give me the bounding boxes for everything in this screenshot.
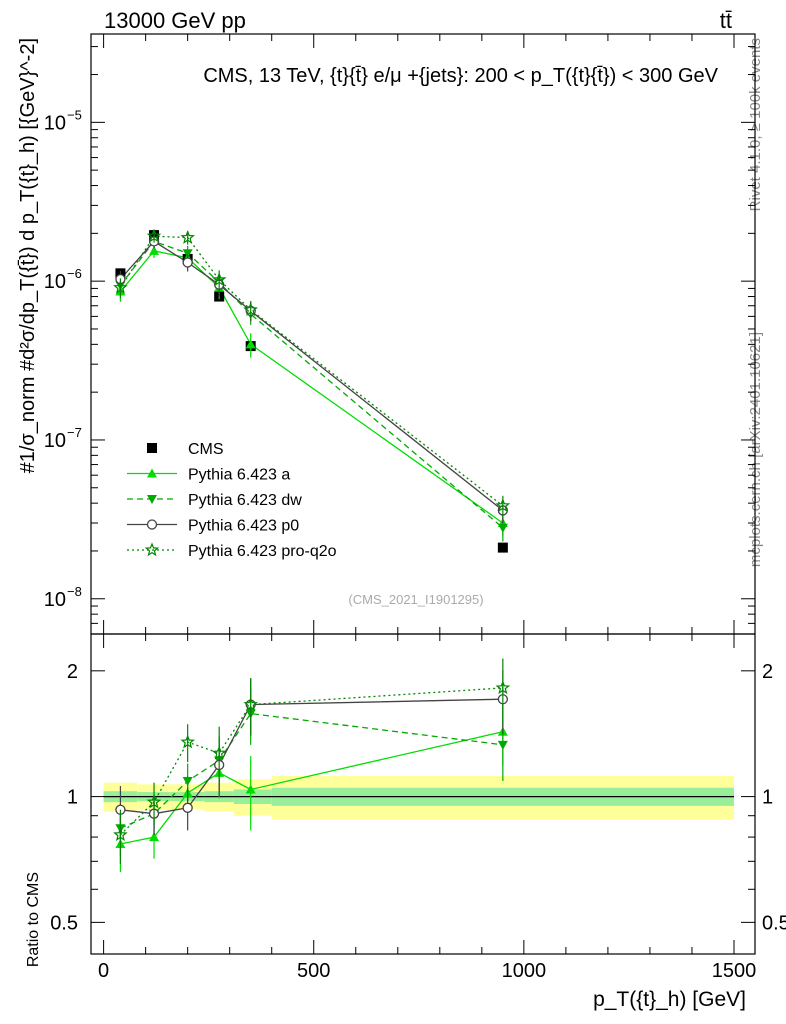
data-point-pythia-6-423-pro-q2o: [495, 498, 511, 512]
legend-label: Pythia 6.423 dw: [188, 492, 302, 509]
ratio-point-pythia-6-423-a: [149, 832, 160, 842]
ratio-y-tick-label-right: 2: [762, 661, 773, 683]
legend-marker-pythia-6-423-a: [147, 468, 157, 478]
x-tick-label: 0: [98, 960, 109, 982]
series-line-pythia-6-423-a: [119, 250, 504, 524]
ratio-ylabel: Ratio to CMS: [25, 872, 42, 967]
header-left: 13000 GeV pp: [104, 8, 246, 33]
data-point-pythia-6-423-p0: [182, 257, 193, 268]
ratio-point-pythia-6-423-pro-q2o: [180, 734, 195, 749]
y-tick-label: 10: [44, 589, 66, 611]
y-tick-exponent: −6: [67, 266, 82, 281]
ratio-point-pythia-6-423-dw: [182, 776, 193, 786]
ratio-point-pythia-6-423-pro-q2o: [211, 745, 227, 760]
ratio-y-tick-label: 2: [67, 661, 78, 683]
ratio-panel: 0.5 0.5 1 1 2 2 0 500 1000 1500 Ratio to CMS p_T(…: [25, 633, 786, 1011]
ratio-y-tick-label: 1: [67, 787, 78, 809]
ratio-point-pythia-6-423-pro-q2o: [495, 680, 511, 695]
ratio-point-pythia-6-423-pro-q2o: [113, 827, 128, 842]
y-tick-label: 10: [44, 430, 66, 452]
y-tick-exponent: −5: [67, 107, 82, 122]
ratio-line-pythia-6-423-p0: [120, 698, 503, 815]
ratio-point-pythia-6-423-pro-q2o: [243, 696, 258, 711]
ratio-point-pythia-6-423-a: [245, 784, 256, 794]
series-line-pythia-6-423-p0: [119, 240, 504, 511]
legend-marker-pythia-6-423-dw: [147, 495, 157, 504]
header-right: tt̄: [720, 8, 732, 33]
y-tick-exponent: −7: [67, 425, 82, 440]
ratio-point-pythia-6-423-pro-q2o: [146, 794, 162, 809]
data-point-pythia-6-423-pro-q2o: [211, 272, 227, 286]
data-point-pythia-6-423-pro-q2o: [146, 228, 162, 243]
x-tick-label: 500: [297, 960, 330, 982]
legend-label: Pythia 6.423 a: [188, 467, 290, 484]
y-tick-label: 10: [44, 271, 66, 293]
ratio-y-tick-label: 0.5: [50, 912, 78, 934]
data-point-pythia-6-423-a: [245, 339, 256, 349]
ratio-y-tick-label-right: 1: [762, 787, 773, 809]
legend-marker-pythia-6-423-pro-q2o: [144, 542, 160, 557]
legend-label: Pythia 6.423 p0: [188, 518, 299, 535]
x-axis-label: p_T({t}_h) [GeV]: [593, 988, 746, 1011]
x-tick-label: 1000: [502, 960, 547, 982]
main-ylabel: #1/σ_norm #d²σ/dp_T({t̄}) d p_T({t}_h) […: [17, 38, 39, 473]
data-point-pythia-6-423-pro-q2o: [180, 229, 195, 244]
data-point-pythia-6-423-a: [149, 245, 160, 255]
legend-label: Pythia 6.423 pro-q2o: [188, 543, 337, 560]
ratio-frame: [90, 633, 756, 955]
ratio-line-pythia-6-423-a: [120, 731, 503, 845]
ratio-point-pythia-6-423-dw: [497, 740, 508, 750]
legend: CMS Pythia 6.423 a Pythia 6.423 dw Pythia 6…: [127, 441, 337, 560]
x-tick-label: 1500: [712, 960, 757, 982]
y-tick-exponent: −8: [67, 584, 82, 599]
series-line-pythia-6-423-dw: [119, 240, 504, 529]
watermark: (CMS_2021_I1901295): [348, 592, 483, 607]
ratio-point-pythia-6-423-p0: [182, 802, 193, 813]
legend-marker-pythia-6-423-p0: [146, 519, 158, 530]
legend-marker-cms: [147, 443, 157, 453]
main-panel: 10−810−710−610−5 CMS, 13 TeV, {t}{t̄} e/…: [17, 33, 756, 635]
series-line-pythia-6-423-pro-q2o: [119, 235, 504, 507]
data-point-cms: [497, 542, 508, 553]
main-title: CMS, 13 TeV, {t}{t̄} e/μ +{jets}: 200 < …: [203, 65, 718, 87]
legend-label: CMS: [188, 441, 224, 458]
ratio-y-tick-label-right: 0.5: [762, 912, 786, 934]
data-point-pythia-6-423-pro-q2o: [113, 280, 128, 294]
ratio-line-pythia-6-423-dw: [120, 712, 503, 829]
data-point-pythia-6-423-dw: [182, 249, 193, 259]
data-point-pythia-6-423-dw: [497, 523, 508, 533]
data-point-pythia-6-423-pro-q2o: [243, 302, 258, 317]
y-tick-label: 10: [44, 112, 66, 134]
